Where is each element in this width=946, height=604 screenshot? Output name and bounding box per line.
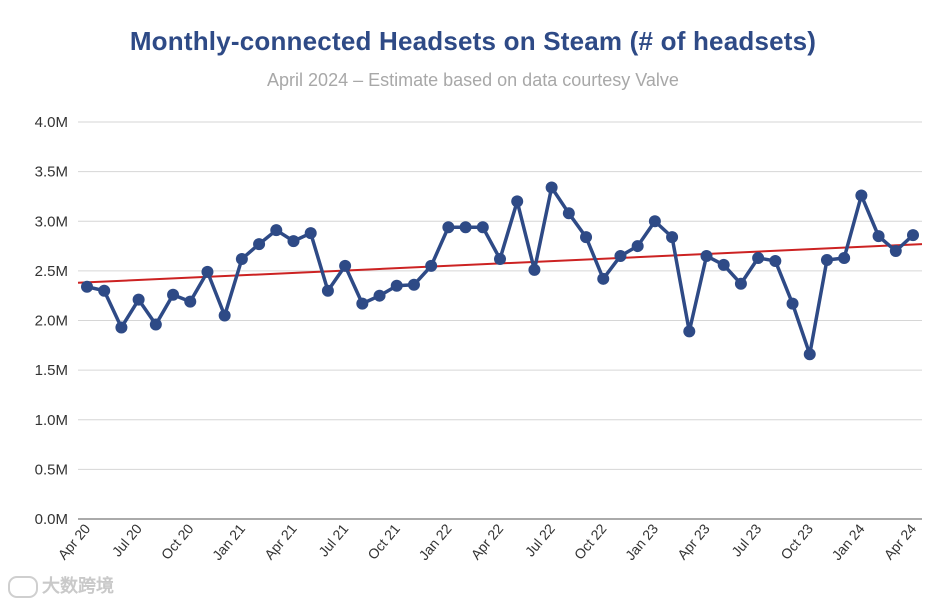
data-point	[115, 321, 128, 334]
data-point	[339, 259, 352, 272]
x-tick-label: Jul 21	[315, 520, 351, 559]
data-point	[907, 229, 919, 242]
data-point	[218, 309, 231, 322]
data-point	[855, 189, 868, 202]
x-tick-label: Jul 23	[728, 520, 764, 559]
data-point	[390, 279, 403, 292]
data-point	[356, 297, 369, 310]
data-point	[597, 272, 610, 285]
data-point	[838, 251, 851, 264]
x-tick-label: Apr 24	[881, 520, 920, 562]
y-tick-label: 2.5M	[35, 263, 68, 280]
data-point	[666, 231, 679, 244]
y-tick-label: 0.5M	[35, 461, 68, 478]
x-tick-label: Oct 21	[364, 520, 403, 562]
data-point	[287, 235, 300, 248]
y-tick-label: 3.5M	[35, 164, 68, 181]
data-point	[872, 230, 885, 243]
data-point	[683, 325, 696, 338]
data-point	[253, 238, 266, 251]
x-tick-label: Oct 22	[571, 520, 610, 562]
data-point	[631, 240, 644, 253]
y-tick-label: 1.0M	[35, 412, 68, 429]
data-point	[545, 181, 558, 194]
data-point	[132, 293, 145, 306]
x-tick-label: Jul 22	[522, 520, 558, 559]
gridlines	[78, 121, 922, 520]
data-point	[820, 253, 833, 266]
data-point	[476, 221, 489, 234]
data-point	[167, 288, 180, 301]
data-point	[717, 258, 730, 271]
data-point	[184, 295, 197, 308]
data-point	[803, 348, 816, 361]
x-tick-label: Jul 20	[109, 520, 145, 559]
x-tick-label: Apr 21	[261, 520, 300, 562]
data-point	[235, 252, 248, 265]
x-tick-label: Jan 21	[209, 520, 248, 563]
x-tick-label: Jan 23	[622, 520, 661, 563]
y-tick-label: 3.0M	[35, 213, 68, 230]
data-point	[614, 249, 627, 262]
x-tick-label: Jan 24	[828, 520, 867, 563]
data-point	[98, 284, 111, 297]
data-point	[407, 278, 420, 291]
data-point	[511, 195, 524, 208]
y-tick-label: 4.0M	[35, 114, 68, 131]
series-group	[81, 181, 919, 361]
x-tick-label: Jan 22	[415, 520, 454, 563]
data-point	[81, 280, 93, 293]
x-tick-label: Apr 23	[674, 520, 713, 562]
data-point	[201, 265, 214, 278]
data-point	[149, 318, 162, 331]
data-point	[700, 249, 713, 262]
chart-subtitle: April 2024 – Estimate based on data cour…	[267, 70, 679, 90]
data-point	[373, 289, 386, 302]
chart-title: Monthly-connected Headsets on Steam (# o…	[129, 26, 817, 56]
data-point	[752, 251, 765, 264]
data-point	[270, 224, 283, 237]
y-tick-label: 0.0M	[35, 511, 68, 528]
x-tick-label: Apr 22	[468, 520, 507, 562]
data-point	[580, 231, 593, 244]
x-tick-label: Oct 23	[777, 520, 816, 562]
watermark-text: 大数跨境	[42, 576, 114, 596]
data-point	[425, 259, 438, 272]
x-tick-label: Oct 20	[158, 520, 197, 562]
watermark: 大数跨境	[8, 572, 114, 599]
data-point	[321, 284, 334, 297]
data-point	[442, 221, 455, 234]
data-point	[889, 245, 902, 258]
x-axis-ticks: Apr 20 Jul 20 Oct 20 Jan 21 Apr 21 Jul 21 Oct …	[55, 520, 920, 563]
data-point	[769, 254, 782, 267]
data-point	[459, 221, 472, 234]
watermark-logo-icon	[8, 576, 38, 599]
data-point	[562, 207, 575, 220]
data-point	[734, 277, 747, 290]
y-tick-label: 2.0M	[35, 313, 68, 330]
data-point	[648, 215, 661, 228]
data-point	[494, 252, 506, 265]
y-axis-ticks: 0.0M 0.5M 1.0M 1.5M 2.0M 2.5M 3.0M 3.5M 4.0M	[35, 114, 68, 528]
data-point	[786, 297, 799, 310]
data-point	[304, 227, 317, 240]
y-tick-label: 1.5M	[35, 362, 68, 379]
data-point	[528, 263, 541, 276]
